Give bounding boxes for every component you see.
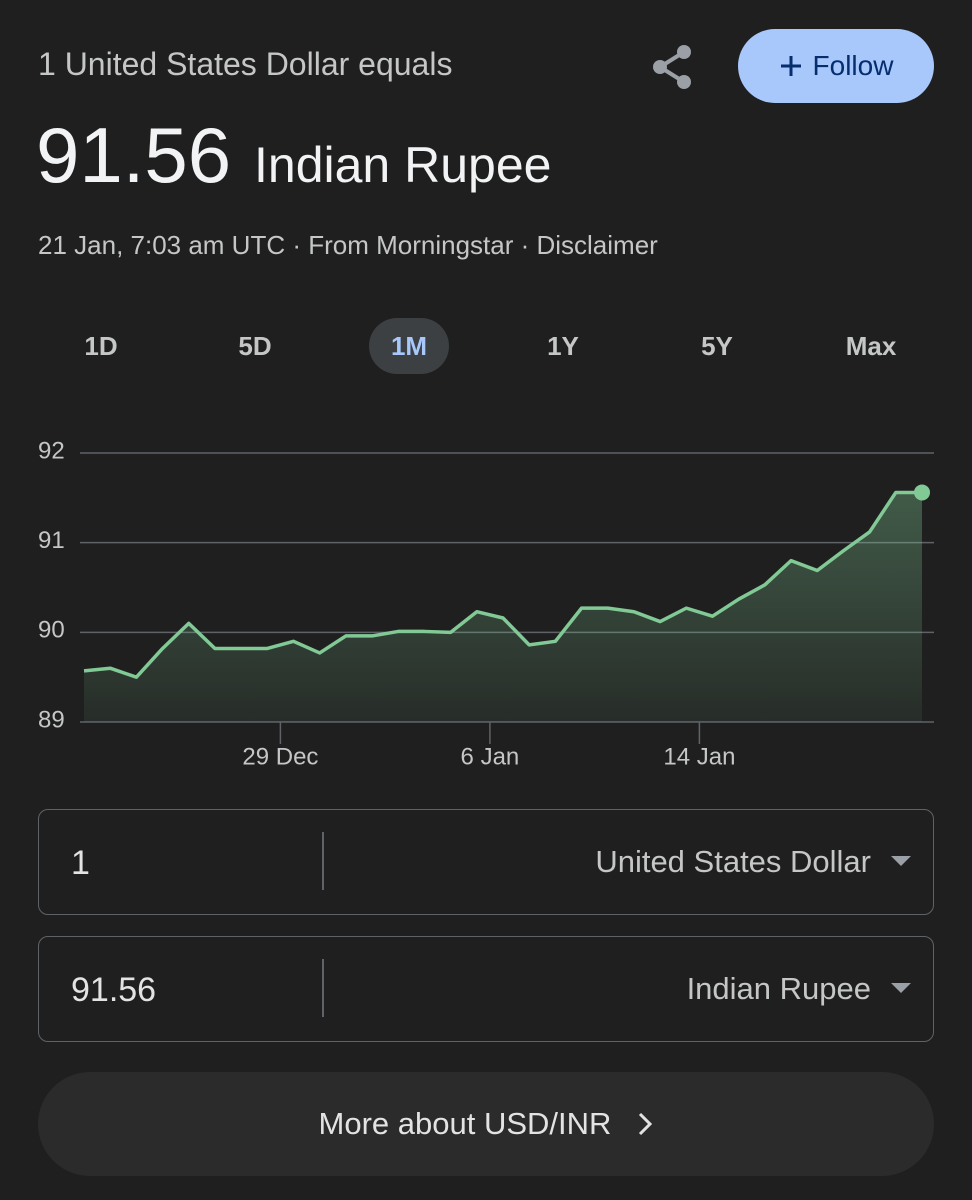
x-tick-label: 6 Jan (461, 743, 520, 770)
chart: 89 90 91 92 29 Dec 6 Jan 14 Jan (38, 437, 934, 770)
converter-row[interactable]: 1 United States Dollar (38, 809, 934, 915)
dropdown-arrow (891, 856, 911, 866)
chevron (639, 1112, 653, 1136)
y-tick-label: 91 (38, 527, 65, 554)
converter-row[interactable]: 91.56 Indian Rupee (38, 936, 934, 1042)
y-tick-label: 92 (38, 437, 65, 464)
end-dot (914, 484, 930, 501)
follow-button[interactable]: Follow (738, 29, 934, 103)
share-icon[interactable] (648, 42, 696, 92)
x-tick-label: 29 Dec (242, 743, 318, 770)
meta: 21 Jan, 7:03 am UTC · From Morningstar ·… (38, 230, 658, 260)
plus-icon (780, 56, 801, 76)
range-tab[interactable]: 1Y (547, 330, 579, 361)
more-label: More about USD/INR (318, 1106, 612, 1141)
more-button[interactable]: More about USD/INR (38, 1072, 934, 1176)
currency: Indian Rupee (254, 137, 552, 193)
range-tab[interactable]: Max (845, 330, 897, 361)
divider (322, 959, 324, 1017)
amount[interactable]: 91.56 (71, 971, 157, 1009)
range-tab[interactable]: 1D (84, 330, 118, 361)
range-tab[interactable]: 5D (238, 330, 272, 361)
subtitle: 1 United States Dollar equals (38, 46, 453, 82)
dropdown-arrow (891, 983, 911, 993)
range-tab[interactable]: 5Y (701, 330, 733, 361)
x-tick-label: 14 Jan (663, 743, 735, 770)
rate: 91.56 (36, 111, 232, 199)
y-tick-label: 90 (38, 617, 65, 644)
y-tick-label: 89 (38, 706, 65, 733)
currency-select[interactable]: United States Dollar (595, 844, 871, 879)
amount[interactable]: 1 (71, 844, 90, 882)
range-tab[interactable]: 1M (369, 318, 449, 374)
currency-select[interactable]: Indian Rupee (686, 971, 871, 1006)
line (83, 490, 922, 679)
divider (322, 832, 324, 890)
area (84, 492, 922, 722)
follow-label: Follow (812, 50, 894, 81)
